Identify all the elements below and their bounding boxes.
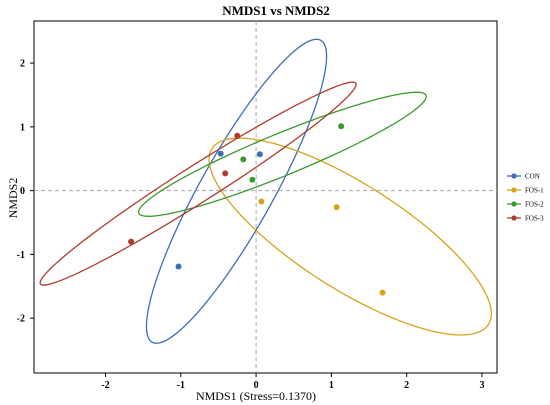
legend-marker-fos-1 bbox=[511, 187, 517, 193]
y-tick-label: -1 bbox=[17, 250, 25, 261]
ellipse-con bbox=[145, 38, 328, 344]
legend-marker-fos-2 bbox=[511, 201, 517, 207]
ellipse-fos-3 bbox=[39, 81, 357, 286]
ellipse-fos-2 bbox=[137, 91, 427, 217]
y-tick-label: 0 bbox=[20, 186, 25, 197]
legend-marker-fos-3 bbox=[511, 215, 517, 221]
x-tick-label: -1 bbox=[177, 380, 185, 391]
y-tick-label: -2 bbox=[17, 314, 25, 325]
legend-label-fos-1: FOS-1 bbox=[525, 187, 544, 195]
legend-label-con: CON bbox=[525, 173, 540, 181]
point-fos-1 bbox=[333, 204, 340, 211]
point-con bbox=[217, 150, 224, 157]
chart-title: NMDS1 vs NMDS2 bbox=[222, 3, 330, 18]
point-fos-2 bbox=[240, 156, 247, 163]
x-tick-label: 3 bbox=[479, 380, 484, 391]
plot-area: -2 -1 0 1 2 3 -2 -1 0 1 2 bbox=[17, 20, 498, 391]
point-con bbox=[256, 151, 263, 158]
legend-label-fos-2: FOS-2 bbox=[525, 201, 544, 209]
x-tick-label: 2 bbox=[404, 380, 409, 391]
ellipse-fos-1 bbox=[208, 137, 493, 336]
y-tick-label: 1 bbox=[20, 122, 25, 133]
legend-marker-con bbox=[511, 173, 517, 179]
point-fos-1 bbox=[258, 198, 265, 205]
x-tick-label: 1 bbox=[329, 380, 334, 391]
y-axis-label: NMDS2 bbox=[6, 178, 20, 219]
legend-label-fos-3: FOS-3 bbox=[525, 215, 544, 223]
point-fos-3 bbox=[128, 238, 135, 245]
plot-frame bbox=[33, 20, 498, 374]
point-fos-3 bbox=[234, 132, 241, 139]
x-tick-label: 0 bbox=[254, 380, 259, 391]
legend: CON FOS-1 FOS-2 FOS-3 bbox=[507, 173, 544, 223]
x-axis-label: NMDS1 (Stress=0.1370) bbox=[196, 389, 316, 403]
point-fos-1 bbox=[379, 289, 386, 296]
x-tick-label: -2 bbox=[101, 380, 109, 391]
point-fos-2 bbox=[338, 123, 345, 130]
point-con bbox=[175, 263, 182, 270]
point-fos-3 bbox=[222, 170, 229, 177]
point-fos-2 bbox=[249, 176, 256, 183]
y-tick-label: 2 bbox=[20, 59, 25, 70]
